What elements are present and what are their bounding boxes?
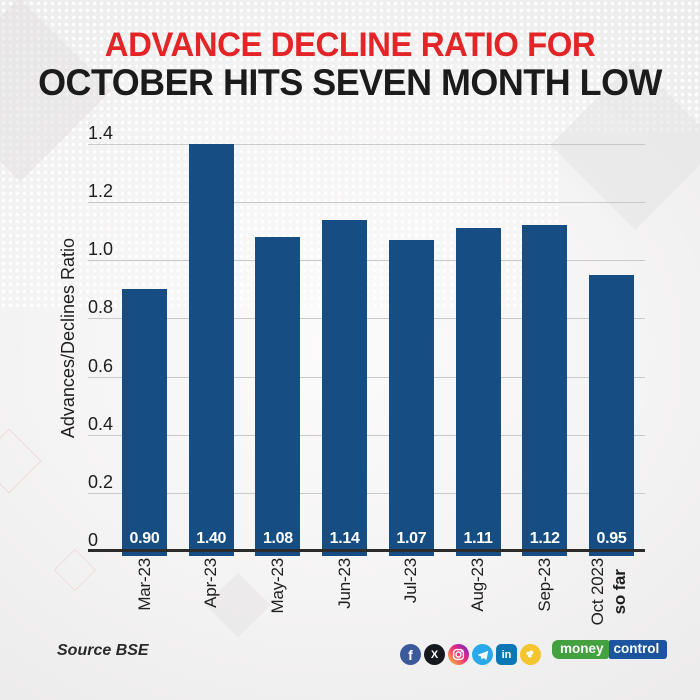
bar-Jul-23: 1.07	[388, 240, 434, 556]
title-line2: OCTOBER HITS SEVEN MONTH LOW	[38, 62, 662, 103]
x-tick-label: Mar-23	[134, 558, 154, 611]
y-axis-title: Advances/Declines Ratio	[58, 238, 78, 439]
y-tick-label: 0.2	[88, 472, 114, 492]
moneycontrol-logo[interactable]: money control	[552, 640, 668, 659]
bar-Jun-23: 1.14	[322, 220, 368, 556]
telegram-icon[interactable]	[472, 644, 493, 665]
gridline	[88, 202, 645, 203]
instagram-icon[interactable]	[448, 644, 469, 665]
y-tick-label: 0.4	[88, 414, 114, 434]
x-tick-label: Apr-23	[201, 558, 221, 608]
bar-value-label: 1.40	[196, 530, 227, 547]
bar-Sep-23: 1.12	[522, 225, 568, 556]
y-tick-label: 1.2	[88, 181, 114, 201]
bar-May-23: 1.08	[255, 237, 301, 556]
x-tick-label: Aug-23	[468, 558, 488, 612]
koo-icon[interactable]	[520, 644, 541, 665]
gridline	[88, 144, 645, 145]
bar-Apr-23: 1.40	[188, 144, 234, 556]
linkedin-icon[interactable]: in	[496, 644, 517, 665]
y-tick-label: 1.4	[88, 123, 114, 143]
moneycontrol-logo-money: money	[552, 640, 609, 659]
koo-bird-glyph	[526, 650, 534, 658]
social-icons-row: f X in	[400, 644, 541, 665]
moneycontrol-logo-control: control	[608, 640, 668, 659]
x-tick-label: Sep-23	[534, 558, 554, 612]
bar-value-label: 0.95	[596, 530, 627, 547]
instagram-camera-glyph	[452, 648, 465, 661]
x-twitter-icon[interactable]: X	[424, 644, 445, 665]
y-tick-label: 1.0	[88, 239, 114, 259]
x-tick-label: May-23	[267, 558, 287, 614]
bar-value-label: 0.90	[129, 530, 160, 547]
bar-Aug-23: 1.11	[455, 228, 501, 556]
y-tick-label: 0.6	[88, 356, 114, 376]
facebook-icon[interactable]: f	[400, 644, 421, 665]
bar-value-label: 1.14	[329, 530, 360, 547]
source-note: Source BSE	[57, 642, 149, 659]
bar-Oct 2023: 0.95	[589, 275, 634, 556]
bar-value-label: 1.11	[463, 530, 493, 547]
bar-Mar-23: 0.90	[122, 289, 167, 556]
x-tick-label: Jun-23	[334, 558, 354, 609]
y-tick-label: 0	[88, 530, 99, 550]
bar-value-label: 1.12	[529, 530, 560, 547]
x-tick-label: Oct 2023 so far	[587, 558, 629, 626]
bar-value-label: 1.08	[262, 530, 293, 547]
bar-value-label: 1.07	[396, 530, 427, 547]
y-tick-label: 0.8	[88, 297, 114, 317]
telegram-plane-glyph	[477, 650, 488, 660]
x-tick-label: Jul-23	[401, 558, 421, 604]
x-axis-line	[88, 549, 645, 552]
title-line1: ADVANCE DECLINE RATIO FOR	[104, 26, 596, 64]
